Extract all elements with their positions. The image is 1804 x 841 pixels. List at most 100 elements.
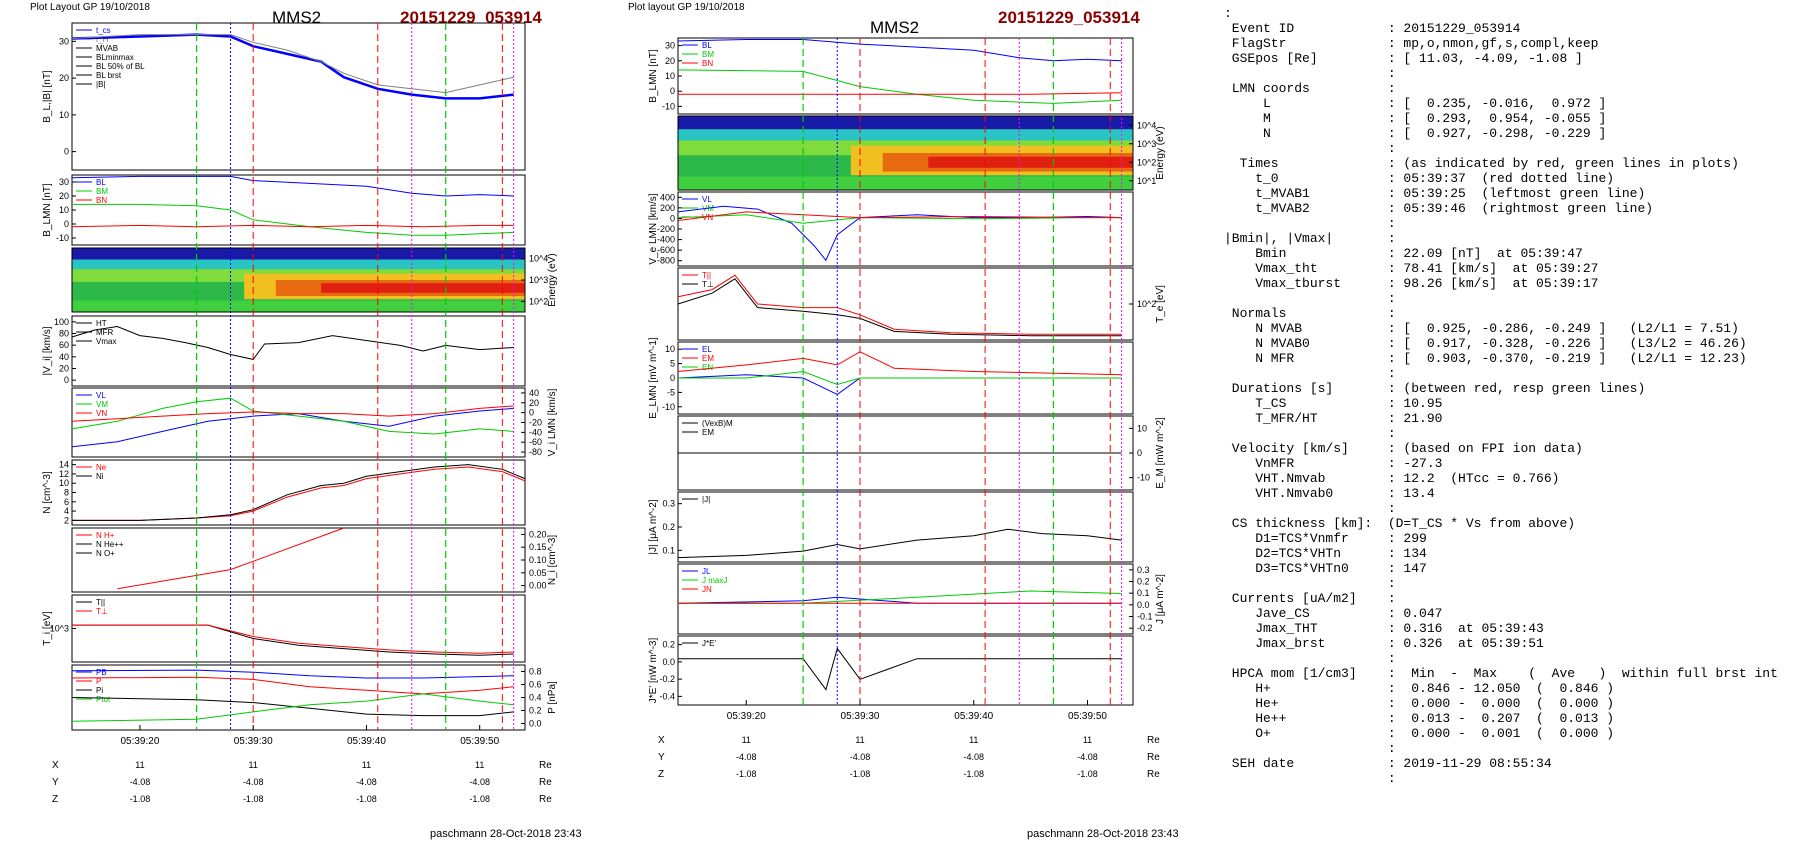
- series-line: [71, 697, 514, 717]
- ephemeris-value: -1.08: [469, 794, 490, 804]
- ephemeris-unit: Re: [539, 794, 552, 805]
- panel-frame: [71, 387, 526, 458]
- ephemeris-unit: Re: [1147, 735, 1160, 746]
- y-tick-label: 0.20: [529, 529, 547, 539]
- legend-entry: Ni: [96, 472, 104, 481]
- series-line: [678, 370, 1122, 386]
- ephemeris-name: Z: [52, 794, 58, 805]
- spacecraft-label-mid: MMS2: [870, 18, 920, 37]
- ephemeris-value: 11: [249, 760, 258, 770]
- legend-entry: Vmax: [96, 337, 116, 346]
- y-tick-label: 0.2: [662, 522, 675, 532]
- x-tick-label: 05:39:20: [120, 736, 159, 747]
- ephemeris-value: 11: [362, 760, 371, 770]
- y-tick-label: -40: [529, 427, 542, 437]
- legend-entry: N O+: [96, 549, 115, 558]
- legend-entry: PB: [96, 668, 107, 677]
- ephemeris-value: -4.08: [130, 777, 151, 787]
- panel-frame: [677, 491, 1134, 563]
- legend-entry: t_cs: [96, 26, 111, 35]
- y-tick-label: 0.3: [1137, 565, 1150, 575]
- info-line: D2=TCS*VHTn : 134: [1224, 546, 1427, 561]
- x-tick-label: 05:39:40: [347, 736, 386, 747]
- panel-frame: [71, 174, 526, 246]
- info-line: t_MVAB1 : 05:39:25 (leftmost green line): [1224, 186, 1646, 201]
- y-axis-label: Energy (eV): [1155, 126, 1166, 179]
- y-axis-label: N_i [cm^-3]: [547, 535, 558, 585]
- panel-frame: [71, 459, 526, 526]
- y-tick-label: -0.4: [659, 691, 675, 701]
- y-tick-label: 10^3: [529, 275, 548, 285]
- legend-entry: |J|: [702, 495, 710, 504]
- ephemeris-name: Z: [658, 769, 664, 780]
- y-tick-label: -0.2: [1137, 623, 1153, 633]
- legend-entry: T||: [96, 598, 105, 607]
- y-axis-label: T_i [eV]: [42, 611, 53, 646]
- legend-entry: MFR: [96, 328, 114, 337]
- info-line: CS thickness [km]: (D=T_CS * Vs from abo…: [1224, 516, 1576, 531]
- y-tick-label: 0: [64, 219, 69, 229]
- y-axis-label: |J| [μA m^-2]: [648, 499, 659, 554]
- panel-frame: [71, 594, 526, 663]
- y-tick-label: 12: [59, 469, 69, 479]
- info-line: LMN coords :: [1224, 81, 1396, 96]
- y-tick-label: 20: [529, 398, 539, 408]
- event-info-panel: : Event ID : 20151229_053914 FlagStr : m…: [1224, 6, 1778, 786]
- info-line: t_0 : 05:39:37 (red dotted line): [1224, 171, 1615, 186]
- panel-frame: [677, 635, 1134, 706]
- info-line: T_CS : 10.95: [1224, 396, 1443, 411]
- legend-entry: N H+: [96, 531, 115, 540]
- y-tick-label: 40: [529, 388, 539, 398]
- y-tick-label: 40: [59, 352, 69, 362]
- info-line: t_MVAB2 : 05:39:46 (rightmost green line…: [1224, 201, 1654, 216]
- y-axis-label: B_LMN [nT]: [42, 183, 53, 237]
- y-axis-label: E_LMN [mV m^-1]: [648, 337, 659, 419]
- legend-entry: BM: [96, 187, 108, 196]
- info-line: He++ : 0.013 - 0.207 ( 0.013 ): [1224, 711, 1615, 726]
- info-line: H+ : 0.846 - 12.050 ( 0.846 ): [1224, 681, 1615, 696]
- info-line: Durations [s] : (between red, resp green…: [1224, 381, 1646, 396]
- y-axis-label: Energy (eV): [547, 253, 558, 306]
- info-line: Bmin : 22.09 [nT] at 05:39:47: [1224, 246, 1583, 261]
- spectrogram-red: [928, 156, 1133, 168]
- info-line: VHT.Nmvab : 12.2 (HTcc = 0.766): [1224, 471, 1560, 486]
- series-line: [71, 676, 514, 695]
- info-line: Currents [uA/m2] :: [1224, 591, 1396, 606]
- panel-frame: [677, 267, 1134, 341]
- y-tick-label: 20: [59, 73, 69, 83]
- ephemeris-name: Y: [52, 777, 59, 788]
- series-line: [71, 325, 514, 360]
- y-tick-label: 0: [529, 408, 534, 418]
- ephemeris-value: 11: [742, 735, 751, 745]
- info-line: He+ : 0.000 - 0.000 ( 0.000 ): [1224, 696, 1615, 711]
- y-tick-label: 0.1: [1137, 588, 1150, 598]
- x-tick-label: 05:39:30: [841, 711, 880, 722]
- ephemeris-unit: Re: [539, 777, 552, 788]
- ephemeris-unit: Re: [539, 760, 552, 771]
- legend-entry: t_H: [96, 35, 109, 44]
- ephemeris-value: -1.08: [243, 794, 264, 804]
- legend-entry: JN: [702, 585, 712, 594]
- legend-entry: MVAB: [96, 44, 118, 53]
- y-tick-label: 0.3: [662, 499, 675, 509]
- y-tick-label: 0: [64, 375, 69, 385]
- footer-left: paschmann 28-Oct-2018 23:43: [430, 828, 582, 840]
- y-axis-label: V_e LMN [km/s]: [648, 193, 659, 264]
- y-axis-label: N [cm^-3]: [42, 471, 53, 514]
- spacecraft-label-left: MMS2: [272, 8, 322, 27]
- series-line: [677, 39, 1122, 62]
- legend-entry: VM: [96, 400, 108, 409]
- y-tick-label: 20: [59, 364, 69, 374]
- x-tick-label: 05:39:50: [460, 736, 499, 747]
- y-tick-label: 10^2: [529, 296, 548, 306]
- series-line: [678, 92, 1122, 95]
- y-tick-label: 80: [59, 329, 69, 339]
- legend-entry: BL: [702, 41, 712, 50]
- info-line: VHT.Nmvab0 : 13.4: [1224, 486, 1435, 501]
- ephemeris-name: X: [52, 760, 59, 771]
- info-line: VnMFR : -27.3: [1224, 456, 1443, 471]
- y-tick-label: 0.1: [662, 545, 675, 555]
- y-tick-label: 8: [64, 488, 69, 498]
- y-tick-label: 0.10: [529, 555, 547, 565]
